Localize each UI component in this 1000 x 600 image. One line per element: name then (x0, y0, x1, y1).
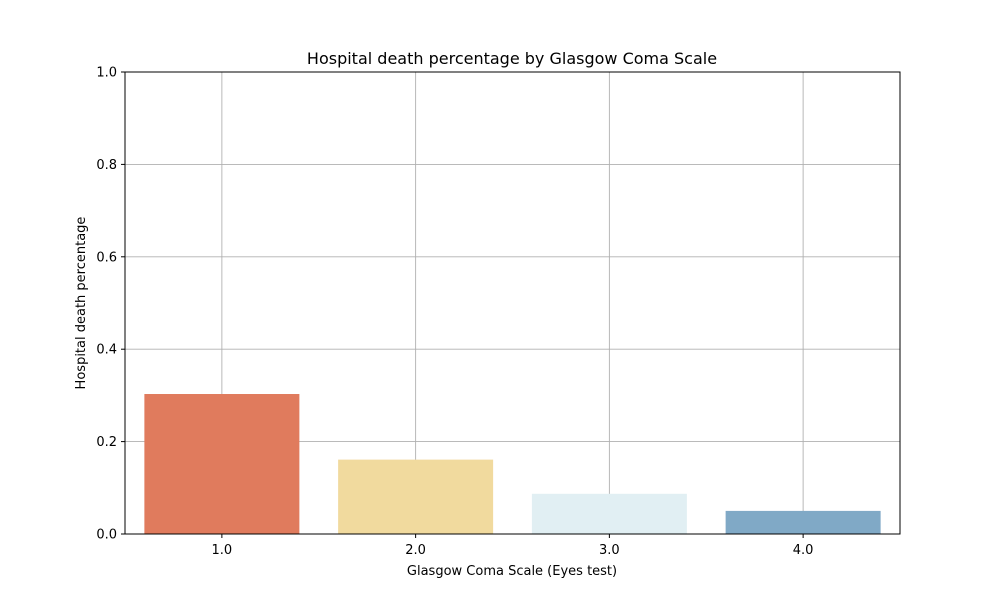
y-tick-label: 0.4 (96, 343, 117, 358)
y-tick-label: 0.6 (96, 250, 117, 265)
bar-4.0 (725, 510, 881, 534)
x-axis-label: Glasgow Coma Scale (Eyes test) (407, 564, 617, 579)
bar-1.0 (144, 394, 300, 534)
y-tick-label: 0.0 (96, 528, 117, 543)
x-axis-ticks: 1.0 2.0 3.0 4.0 (212, 534, 814, 558)
bar-2.0 (338, 459, 494, 534)
x-tick-label: 4.0 (793, 543, 814, 558)
x-tick-label: 1.0 (212, 543, 233, 558)
plot-frame (124, 71, 901, 535)
x-tick-label: 3.0 (599, 543, 620, 558)
y-tick-label: 1.0 (96, 66, 117, 81)
y-tick-label: 0.8 (96, 158, 117, 173)
x-tick-label: 2.0 (405, 543, 426, 558)
y-axis-ticks: 0.0 0.2 0.4 0.6 0.8 1.0 (96, 66, 125, 543)
bar-layer (144, 394, 881, 534)
chart-title: Hospital death percentage by Glasgow Com… (307, 49, 717, 68)
y-tick-label: 0.2 (96, 435, 117, 450)
y-axis-label: Hospital death percentage (74, 217, 89, 390)
bar-3.0 (531, 493, 687, 534)
